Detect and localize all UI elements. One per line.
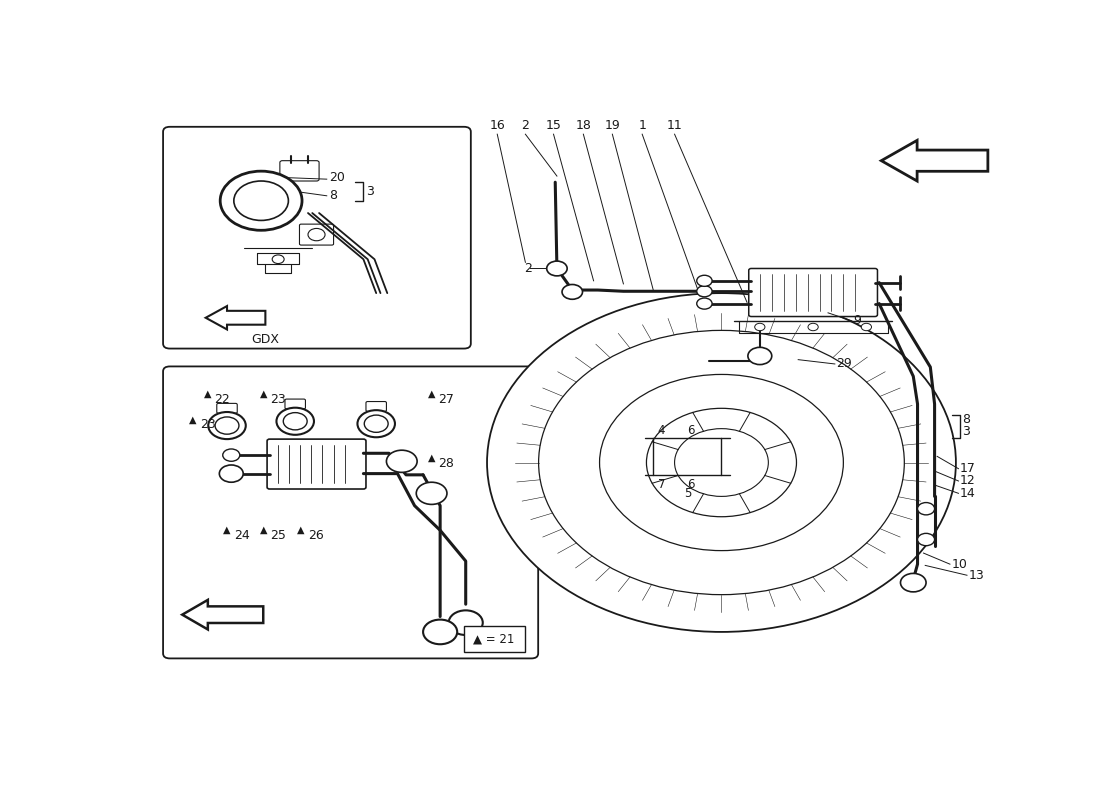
Circle shape: [216, 417, 239, 434]
Text: 2: 2: [524, 262, 531, 275]
Circle shape: [748, 347, 772, 365]
FancyBboxPatch shape: [749, 269, 878, 317]
Circle shape: [364, 415, 388, 432]
Circle shape: [276, 408, 314, 435]
Text: 26: 26: [308, 529, 323, 542]
Text: 7: 7: [658, 478, 666, 490]
Circle shape: [808, 323, 818, 330]
Circle shape: [487, 293, 956, 632]
Text: 27: 27: [439, 393, 454, 406]
Circle shape: [220, 171, 302, 230]
Circle shape: [358, 410, 395, 438]
Circle shape: [600, 374, 844, 550]
Circle shape: [416, 482, 447, 505]
Text: 20: 20: [329, 171, 345, 184]
Text: 16: 16: [490, 119, 505, 132]
Text: 6: 6: [688, 424, 695, 437]
Text: ▲: ▲: [223, 525, 231, 534]
Circle shape: [901, 574, 926, 592]
Text: 8: 8: [961, 413, 970, 426]
Circle shape: [696, 286, 712, 297]
Text: ▲: ▲: [428, 453, 436, 462]
FancyBboxPatch shape: [285, 399, 306, 409]
Circle shape: [424, 619, 458, 644]
Text: 6: 6: [688, 478, 695, 490]
Text: 13: 13: [969, 569, 984, 582]
Text: 10: 10: [952, 558, 968, 570]
Text: 3: 3: [366, 185, 374, 198]
Text: ▲: ▲: [260, 389, 267, 399]
FancyBboxPatch shape: [217, 403, 238, 414]
Circle shape: [562, 285, 583, 299]
Text: 24: 24: [234, 529, 250, 542]
Text: 22: 22: [214, 393, 230, 406]
Text: 29: 29: [836, 358, 852, 370]
Text: ▲: ▲: [204, 389, 211, 399]
FancyBboxPatch shape: [267, 439, 366, 489]
FancyBboxPatch shape: [464, 626, 526, 652]
Text: a passion for parts: a passion for parts: [566, 474, 732, 543]
Circle shape: [547, 261, 568, 276]
Circle shape: [208, 412, 245, 439]
Text: 18: 18: [575, 119, 592, 132]
Text: ▲: ▲: [428, 389, 436, 399]
Text: 2: 2: [521, 119, 529, 132]
Text: 19: 19: [605, 119, 620, 132]
Circle shape: [386, 450, 417, 472]
Circle shape: [539, 330, 904, 594]
Circle shape: [449, 610, 483, 635]
Text: 1: 1: [638, 119, 646, 132]
FancyBboxPatch shape: [279, 161, 319, 181]
Text: 12: 12: [960, 474, 976, 487]
Circle shape: [272, 255, 284, 263]
FancyBboxPatch shape: [163, 366, 538, 658]
Text: ▲: ▲: [260, 525, 267, 534]
Circle shape: [234, 181, 288, 221]
Text: 15: 15: [546, 119, 561, 132]
Text: 17: 17: [960, 462, 976, 475]
Circle shape: [647, 408, 796, 517]
Circle shape: [755, 323, 764, 330]
FancyBboxPatch shape: [163, 127, 471, 349]
Text: 23: 23: [200, 418, 216, 431]
Circle shape: [917, 502, 935, 515]
Circle shape: [308, 229, 326, 241]
Text: 14: 14: [960, 487, 976, 500]
Text: 23: 23: [271, 393, 286, 406]
Circle shape: [696, 298, 712, 309]
Circle shape: [674, 429, 769, 496]
Circle shape: [917, 534, 935, 546]
Circle shape: [284, 413, 307, 430]
Circle shape: [219, 465, 243, 482]
FancyBboxPatch shape: [299, 224, 333, 245]
Text: 4: 4: [658, 424, 666, 437]
Text: 3: 3: [961, 426, 970, 438]
Text: ▲: ▲: [297, 525, 305, 534]
FancyBboxPatch shape: [366, 402, 386, 411]
Text: 11: 11: [667, 119, 682, 132]
Text: ▲: ▲: [189, 414, 197, 424]
Text: 5: 5: [684, 487, 691, 500]
Text: 9: 9: [854, 314, 861, 327]
Circle shape: [696, 275, 712, 286]
Text: 28: 28: [439, 457, 454, 470]
Circle shape: [861, 323, 871, 330]
Text: ▲ = 21: ▲ = 21: [473, 632, 514, 645]
Text: 2e11pas: 2e11pas: [580, 339, 770, 382]
Circle shape: [222, 449, 240, 462]
Text: GDX: GDX: [252, 333, 279, 346]
Text: 25: 25: [271, 529, 286, 542]
Text: 85: 85: [766, 413, 839, 470]
Text: 8: 8: [329, 190, 338, 202]
